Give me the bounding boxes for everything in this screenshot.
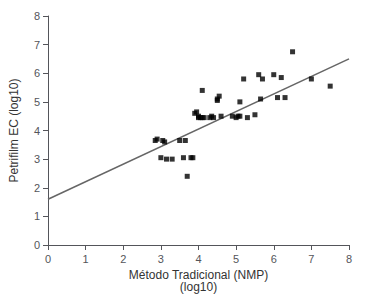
svg-text:7: 7 [34,39,40,51]
svg-text:Petrifilm EC (log10): Petrifilm EC (log10) [7,78,21,182]
svg-text:5: 5 [233,253,239,265]
svg-text:2: 2 [34,182,40,194]
svg-text:0: 0 [34,239,40,251]
svg-text:0: 0 [45,253,51,265]
svg-text:Método Tradicional (NMP): Método Tradicional (NMP) [128,268,269,282]
svg-text:2: 2 [120,253,126,265]
svg-text:1: 1 [83,253,89,265]
svg-text:4: 4 [34,125,40,137]
svg-text:5: 5 [34,96,40,108]
svg-text:4: 4 [195,253,201,265]
svg-text:8: 8 [346,253,352,265]
svg-text:6: 6 [271,253,277,265]
svg-text:7: 7 [308,253,314,265]
svg-text:8: 8 [34,10,40,22]
svg-text:3: 3 [158,253,164,265]
svg-text:1: 1 [34,210,40,222]
svg-text:6: 6 [34,67,40,79]
svg-text:(log10): (log10) [180,280,217,294]
svg-text:3: 3 [34,153,40,165]
